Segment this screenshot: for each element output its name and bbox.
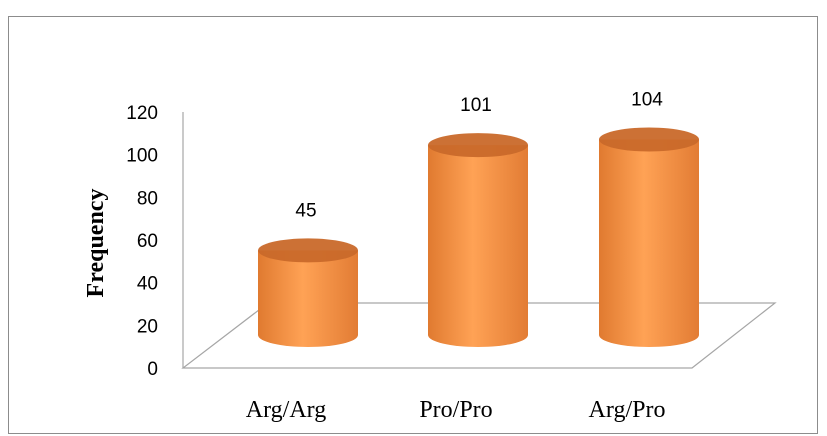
y-tick-label: 60 xyxy=(137,231,158,252)
y-axis-label: Frequency xyxy=(83,189,109,298)
y-tick-label: 100 xyxy=(126,146,158,167)
y-tick-labels: 0 20 40 60 80 100 120 xyxy=(126,103,158,380)
bar-cylinder xyxy=(258,250,358,347)
bar-top xyxy=(258,238,358,262)
y-tick-label: 20 xyxy=(137,316,158,337)
category-labels: Arg/Arg Pro/Pro Arg/Pro xyxy=(246,397,666,423)
category-label: Arg/Arg xyxy=(246,397,326,423)
y-tick-label: 0 xyxy=(147,359,158,380)
bar-top xyxy=(599,127,699,151)
data-label: 45 xyxy=(295,200,316,221)
bar-top xyxy=(428,133,528,157)
data-label: 104 xyxy=(631,89,663,110)
data-label: 101 xyxy=(460,95,492,116)
category-label: Arg/Pro xyxy=(589,397,666,423)
bar-cylinder xyxy=(599,139,699,347)
bar-cylinder xyxy=(428,145,528,347)
y-tick-label: 40 xyxy=(137,274,158,295)
y-tick-label: 120 xyxy=(126,103,158,124)
bars-group xyxy=(258,127,699,347)
y-tick-label: 80 xyxy=(137,188,158,209)
category-label: Pro/Pro xyxy=(419,397,492,423)
